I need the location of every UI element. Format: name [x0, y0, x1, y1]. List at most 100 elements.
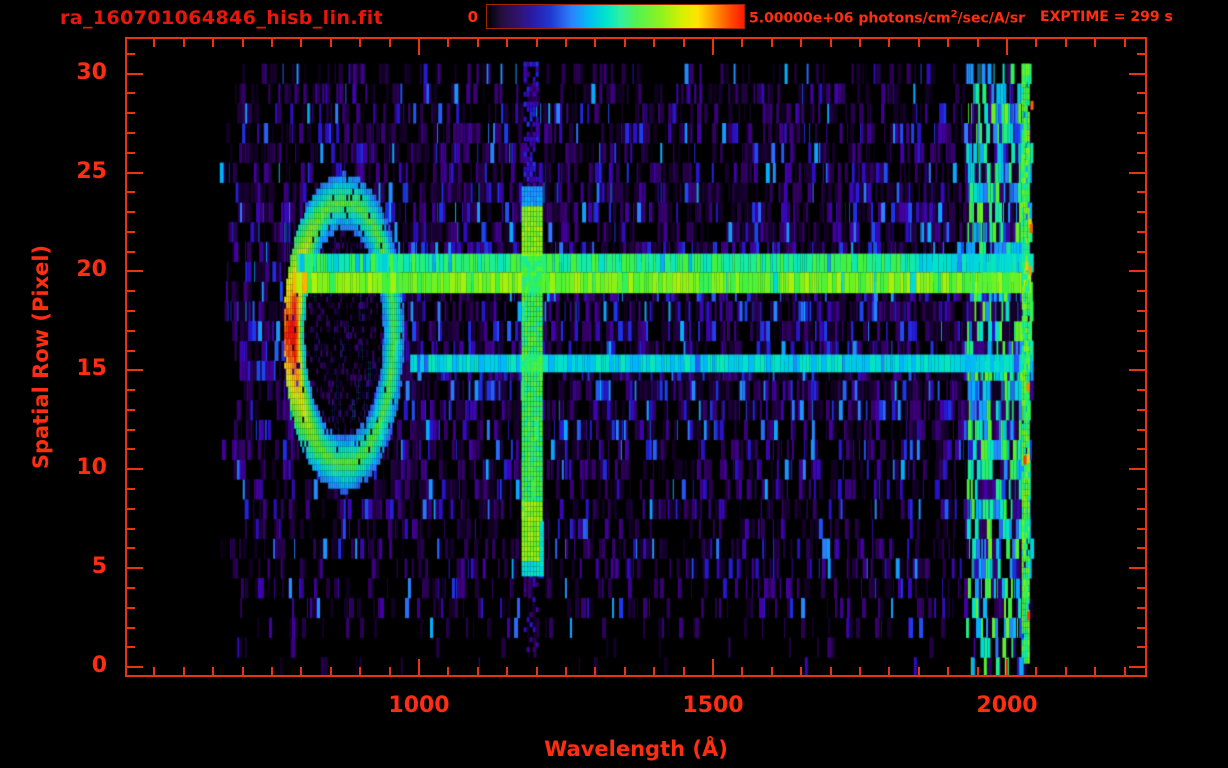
y-minor-tick: [1137, 53, 1145, 55]
y-major-tick: [1129, 172, 1145, 174]
colorbar-max-value: 5.00000e+06: [749, 10, 854, 27]
file-title: ra_160701064846_hisb_lin.fit: [60, 7, 384, 29]
y-minor-tick: [127, 409, 135, 411]
x-minor-tick: [653, 39, 655, 47]
y-minor-tick: [127, 508, 135, 510]
x-minor-tick: [212, 39, 214, 47]
x-major-tick: [418, 659, 420, 675]
y-minor-tick: [127, 92, 135, 94]
x-minor-tick: [536, 39, 538, 47]
x-major-tick: [712, 659, 714, 675]
y-major-tick: [127, 567, 143, 569]
x-minor-tick: [1094, 39, 1096, 47]
colorbar-units-suffix: /sec/A/sr: [957, 10, 1026, 27]
x-minor-tick: [683, 667, 685, 675]
x-minor-tick: [594, 39, 596, 47]
y-minor-tick: [127, 310, 135, 312]
x-minor-tick: [947, 667, 949, 675]
x-minor-tick: [359, 39, 361, 47]
x-minor-tick: [183, 667, 185, 675]
x-minor-tick: [800, 39, 802, 47]
y-tick-label: 30: [76, 60, 107, 85]
x-minor-tick: [183, 39, 185, 47]
x-major-tick: [418, 39, 420, 55]
x-minor-tick: [830, 39, 832, 47]
y-minor-tick: [127, 350, 135, 352]
x-minor-tick: [800, 667, 802, 675]
x-tick-label: 2000: [976, 693, 1038, 718]
y-major-tick: [1129, 369, 1145, 371]
y-minor-tick: [127, 528, 135, 530]
x-axis-title: Wavelength (Å): [544, 737, 728, 761]
x-tick-label: 1000: [388, 693, 450, 718]
x-minor-tick: [389, 667, 391, 675]
y-minor-tick: [127, 627, 135, 629]
y-minor-tick: [127, 330, 135, 332]
x-minor-tick: [300, 39, 302, 47]
x-minor-tick: [624, 39, 626, 47]
x-minor-tick: [389, 39, 391, 47]
y-minor-tick: [1137, 310, 1145, 312]
axes-frame: [125, 37, 1147, 677]
y-minor-tick: [1137, 646, 1145, 648]
y-minor-tick: [1137, 330, 1145, 332]
x-minor-tick: [447, 667, 449, 675]
x-minor-tick: [359, 667, 361, 675]
y-minor-tick: [1137, 508, 1145, 510]
x-minor-tick: [242, 667, 244, 675]
x-minor-tick: [859, 39, 861, 47]
y-major-tick: [1129, 73, 1145, 75]
x-major-tick: [712, 39, 714, 55]
y-major-tick: [1129, 666, 1145, 668]
x-tick-label: 1500: [682, 693, 744, 718]
y-major-tick: [127, 468, 143, 470]
y-tick-label: 5: [91, 554, 107, 579]
x-minor-tick: [1065, 39, 1067, 47]
x-minor-tick: [565, 667, 567, 675]
x-minor-tick: [153, 39, 155, 47]
x-minor-tick: [888, 667, 890, 675]
plot-area: 1000 1500 2000 0 5 10 15 20 25 30 Wavelength (Å) …: [29, 37, 1147, 761]
y-tick-label: 0: [91, 653, 107, 678]
y-minor-tick: [1137, 627, 1145, 629]
y-minor-tick: [1137, 290, 1145, 292]
x-minor-tick: [242, 39, 244, 47]
x-minor-tick: [624, 667, 626, 675]
y-major-tick: [127, 369, 143, 371]
x-minor-tick: [1035, 39, 1037, 47]
y-minor-tick: [1137, 191, 1145, 193]
y-minor-tick: [127, 53, 135, 55]
x-minor-tick: [1124, 39, 1126, 47]
y-major-tick: [1129, 567, 1145, 569]
y-minor-tick: [1137, 607, 1145, 609]
y-minor-tick: [127, 191, 135, 193]
y-minor-tick: [127, 429, 135, 431]
x-minor-tick: [771, 39, 773, 47]
y-minor-tick: [1137, 488, 1145, 490]
y-minor-tick: [127, 488, 135, 490]
x-minor-tick: [153, 667, 155, 675]
y-minor-tick: [127, 112, 135, 114]
x-minor-tick: [330, 667, 332, 675]
exptime-label: EXPTIME = 299 s: [1040, 9, 1173, 25]
x-major-tick: [1006, 659, 1008, 675]
x-minor-tick: [977, 667, 979, 675]
x-minor-tick: [859, 667, 861, 675]
y-minor-tick: [1137, 132, 1145, 134]
x-minor-tick: [977, 39, 979, 47]
y-minor-tick: [127, 290, 135, 292]
heatmap-canvas: [125, 37, 1147, 677]
y-tick-label: 25: [76, 159, 107, 184]
y-minor-tick: [127, 389, 135, 391]
colorbar-units-prefix: photons/cm: [858, 10, 951, 27]
x-minor-tick: [1035, 667, 1037, 675]
y-minor-tick: [1137, 587, 1145, 589]
x-minor-tick: [536, 667, 538, 675]
y-tick-label: 20: [76, 257, 107, 282]
y-minor-tick: [1137, 389, 1145, 391]
y-minor-tick: [127, 646, 135, 648]
y-major-tick: [127, 270, 143, 272]
x-minor-tick: [653, 667, 655, 675]
y-minor-tick: [127, 251, 135, 253]
x-minor-tick: [477, 667, 479, 675]
